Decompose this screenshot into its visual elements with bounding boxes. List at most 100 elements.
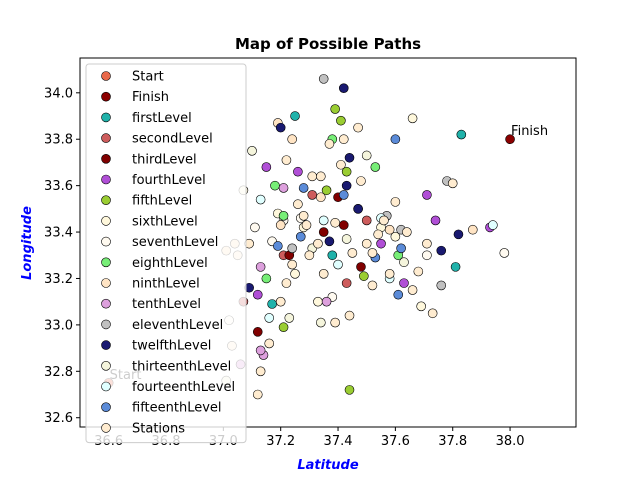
data-point-Stations [344, 310, 355, 321]
data-point-Stations [347, 248, 358, 258]
data-point-ninthLevel [467, 224, 478, 235]
data-point-Stations [413, 266, 424, 277]
legend-label: eleventhLevel [132, 318, 223, 333]
data-point-fourteenthLevel [318, 215, 329, 226]
data-point-fourteenthLevel [264, 313, 275, 323]
x-tick-label: 37.6 [381, 434, 410, 449]
legend-label: twelfthLevel [132, 339, 211, 354]
data-point-eighthLevel [370, 162, 381, 172]
legend-marker [101, 278, 111, 288]
data-point-Stations [367, 248, 378, 258]
data-point-ninthLevel [287, 134, 297, 145]
data-point-tenthLevel [255, 345, 266, 356]
legend-box [85, 63, 247, 444]
legend-label: thirteenthLevel [132, 359, 231, 374]
data-point-Stations [304, 250, 315, 261]
data-point-fifteenthLevel [273, 241, 283, 251]
y-axis: 32.6 32.8 33.0 33.2 33.4 33.6 33.8 34.0 [44, 86, 80, 426]
data-point-fourthLevel [252, 289, 263, 300]
data-point-eleventhLevel [318, 74, 329, 84]
data-point-Stations [281, 155, 292, 165]
data-point-Stations [293, 199, 303, 210]
y-tick-label: 33.2 [44, 272, 73, 287]
data-point-Stations [301, 220, 312, 230]
legend-marker [101, 112, 111, 123]
data-point-fifteenthLevel [295, 231, 306, 242]
legend-label: Start [132, 70, 164, 85]
legend-marker [101, 381, 111, 392]
data-point-firstLevel [267, 299, 277, 309]
data-point-Stations [447, 178, 458, 189]
data-point-thirdLevel [356, 262, 366, 272]
data-point-Stations [316, 171, 326, 182]
data-point-fourthLevel [430, 215, 441, 226]
data-point-Stations [275, 296, 286, 307]
data-point-firstLevel [456, 129, 467, 140]
data-point-Stations [287, 259, 297, 270]
data-point-firstLevel [290, 111, 300, 121]
data-point-fifteenthLevel [298, 183, 309, 193]
data-point-Stations [255, 366, 266, 377]
legend-label: tenthLevel [132, 297, 201, 312]
data-point-ninthLevel [316, 192, 326, 203]
data-point-fifthLevel [344, 385, 355, 395]
legend-marker [101, 195, 111, 205]
x-tick-label: 37.2 [266, 434, 295, 449]
data-point-tenthLevel [278, 183, 289, 193]
data-point-fifthLevel [278, 322, 289, 333]
data-point-ninthLevel [275, 220, 286, 230]
data-point-Stations [422, 238, 432, 249]
y-tick-label: 32.6 [44, 411, 73, 426]
data-point-fifthLevel [359, 271, 369, 281]
plot-frame [79, 57, 577, 428]
data-point-fourthLevel [293, 166, 303, 177]
data-point-twelfthLevel [338, 83, 349, 93]
data-point-thirdLevel [252, 327, 263, 337]
legend: Start Finish firstLevel secondLevel thirdLev… [85, 63, 247, 444]
legend-label: thirdLevel [132, 152, 197, 167]
data-point-ninthLevel [384, 224, 395, 235]
data-point-fifthLevel [336, 115, 346, 126]
data-point-fourthLevel [399, 278, 409, 288]
data-point-Stations [427, 308, 438, 319]
data-point-Stations [353, 122, 363, 133]
legend-marker [101, 319, 111, 330]
legend-marker [101, 257, 111, 268]
data-point-sixthLevel [390, 231, 401, 242]
data-point-Stations [367, 280, 378, 291]
legend-marker [101, 340, 111, 350]
legend-label: secondLevel [132, 132, 213, 147]
data-point-tenthLevel [255, 262, 266, 272]
data-point-thirdLevel [338, 220, 349, 230]
legend-marker [101, 91, 111, 102]
data-point-Finish [505, 134, 515, 145]
data-point-Stations [384, 269, 395, 279]
legend-marker [101, 154, 111, 164]
data-point-seventhLevel [250, 222, 260, 233]
data-point-eighthLevel [278, 211, 289, 221]
legend-marker [101, 71, 111, 81]
data-point-eleventhLevel [287, 243, 297, 254]
data-point-secondLevel [307, 190, 318, 200]
data-point-thirteenthLevel [361, 150, 372, 161]
data-point-Stations [313, 238, 323, 249]
data-point-fifteenthLevel [396, 243, 406, 254]
data-point-firstLevel [327, 250, 338, 261]
data-point-fifthLevel [341, 166, 352, 177]
data-point-fourteenthLevel [333, 259, 343, 270]
x-tick-label: 38.0 [496, 434, 525, 449]
legend-marker [101, 174, 111, 185]
legend-label: Finish [132, 90, 169, 105]
legend-label: fourteenthLevel [132, 380, 235, 395]
data-point-fourthLevel [422, 190, 432, 200]
data-point-Stations [407, 285, 418, 295]
data-point-firstLevel [450, 262, 461, 272]
data-point-twelfthLevel [324, 236, 335, 247]
data-point-Stations [373, 229, 383, 240]
data-point-fifteenthLevel [390, 134, 401, 145]
data-point-fifthLevel [330, 104, 340, 114]
legend-marker [101, 133, 111, 143]
data-point-Stations [264, 338, 275, 349]
chart-title: Map of Possible Paths [235, 35, 421, 53]
